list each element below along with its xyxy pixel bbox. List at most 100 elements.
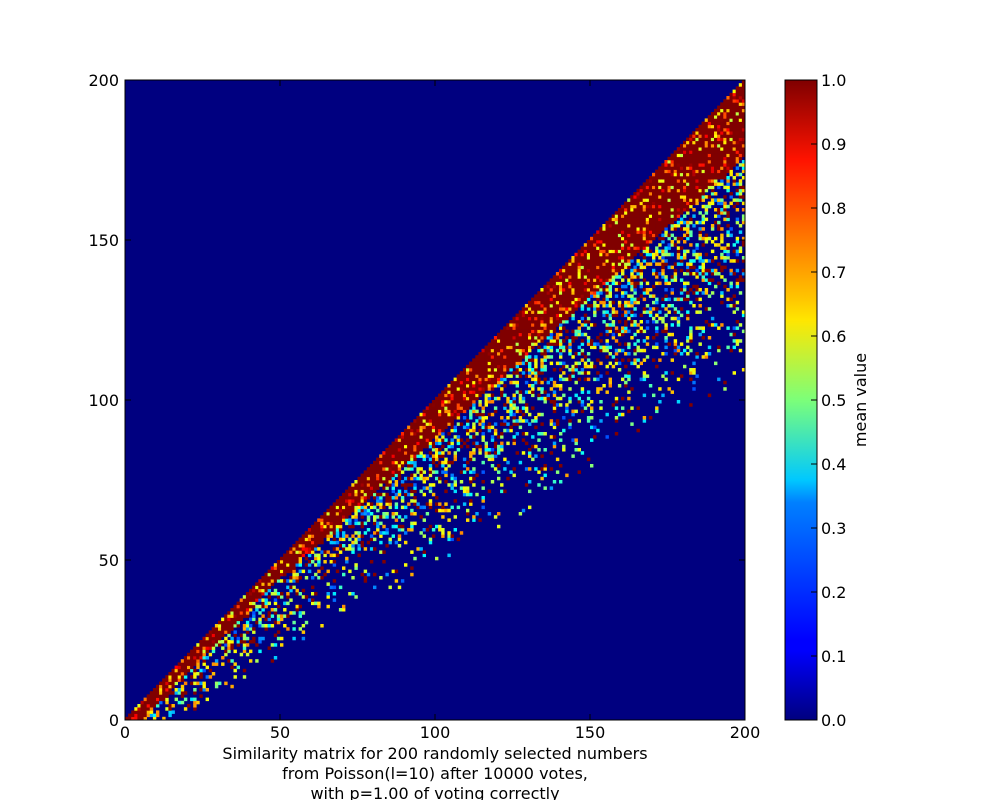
heatmap-cell [493,454,498,458]
heatmap-cell [614,256,619,260]
heatmap-cell [388,537,392,542]
heatmap-cell [528,361,532,366]
heatmap-cell [701,185,705,190]
heatmap-cell [608,316,612,321]
heatmap-cell [230,620,234,625]
heatmap-cell [506,352,510,356]
heatmap-cell [738,291,743,295]
y-tick-label: 150 [88,231,119,250]
heatmap-cell [741,201,746,206]
heatmap-cell [131,716,135,721]
heatmap-cell [720,147,724,151]
heatmap-cell [410,444,414,449]
heatmap-cell [664,246,668,250]
heatmap-cell [534,377,538,382]
heatmap-cell [509,364,513,369]
heatmap-cell [438,400,442,404]
heatmap-cell [714,323,718,327]
heatmap-cell [729,99,733,103]
heatmap-cell [304,556,309,561]
heatmap-cell [475,512,479,516]
colorbar-tick-label: 1.0 [821,71,846,90]
heatmap-cell [199,656,203,660]
heatmap-cell [376,483,380,487]
heatmap-cell [242,601,247,606]
heatmap-cell [301,553,306,558]
heatmap-cell [183,697,188,702]
heatmap-cell [506,348,510,353]
heatmap-cell [707,163,712,167]
heatmap-cell [444,489,448,494]
heatmap-cell [531,313,535,318]
heatmap-cell [735,268,740,273]
heatmap-cell [521,342,526,346]
heatmap-cell [741,259,746,263]
heatmap-cell [717,166,721,170]
heatmap-cell [447,419,451,423]
heatmap-cell [698,192,702,196]
heatmap-cell [565,291,569,295]
heatmap-cell [608,272,612,276]
heatmap-cell [528,390,532,394]
heatmap-cell [490,435,495,439]
heatmap-cell [590,345,594,350]
heatmap-cell [686,249,690,254]
heatmap-cell [593,342,597,346]
heatmap-cell [698,163,702,167]
heatmap-cell [298,553,302,558]
heatmap-cell [456,400,461,404]
heatmap-cell [354,566,358,570]
heatmap-cell [692,140,696,145]
heatmap-cell [481,380,485,385]
heatmap-cell [478,400,482,404]
heatmap-cell [683,163,687,167]
heatmap-cell [410,460,414,465]
heatmap-cell [583,288,588,292]
heatmap-cell [602,249,606,254]
heatmap-cell [661,304,665,308]
heatmap-cell [497,524,501,529]
heatmap-cell [304,544,309,548]
heatmap-cell [617,342,622,346]
heatmap-cell [180,700,185,705]
heatmap-cell [568,387,572,391]
heatmap-cell [199,672,203,676]
heatmap-cell [487,412,492,417]
heatmap-cell [391,483,395,487]
heatmap-cell [614,361,619,366]
heatmap-cell [655,320,659,324]
heatmap-cell [720,294,724,298]
heatmap-cell [723,185,727,190]
heatmap-cell [645,217,650,222]
heatmap-cell [394,502,399,506]
heatmap-cell [683,144,687,148]
heatmap-cell [565,281,569,286]
heatmap-cell [534,316,538,321]
heatmap-cell [466,492,470,497]
heatmap-cell [301,588,306,593]
heatmap-cell [472,377,476,382]
heatmap-cell [404,441,408,446]
heatmap-cell [661,236,665,241]
heatmap-cell [707,236,712,241]
heatmap-cell [676,236,681,241]
heatmap-cell [543,348,547,353]
heatmap-cell [639,214,643,218]
heatmap-cell [528,505,532,510]
heatmap-cell [636,236,640,241]
heatmap-cell [614,246,619,250]
heatmap-cell [518,339,523,343]
heatmap-cell [642,182,647,186]
heatmap-cell [698,169,702,174]
heatmap-cell [391,489,395,494]
heatmap-cell [729,153,733,158]
heatmap-cell [174,668,178,673]
heatmap-cell [431,425,436,430]
heatmap-cell [667,185,671,190]
heatmap-cell [664,195,668,199]
heatmap-cell [481,358,485,362]
heatmap-cell [555,304,560,308]
heatmap-cell [394,441,399,446]
heatmap-cell [617,252,622,257]
heatmap-cell [391,464,395,468]
